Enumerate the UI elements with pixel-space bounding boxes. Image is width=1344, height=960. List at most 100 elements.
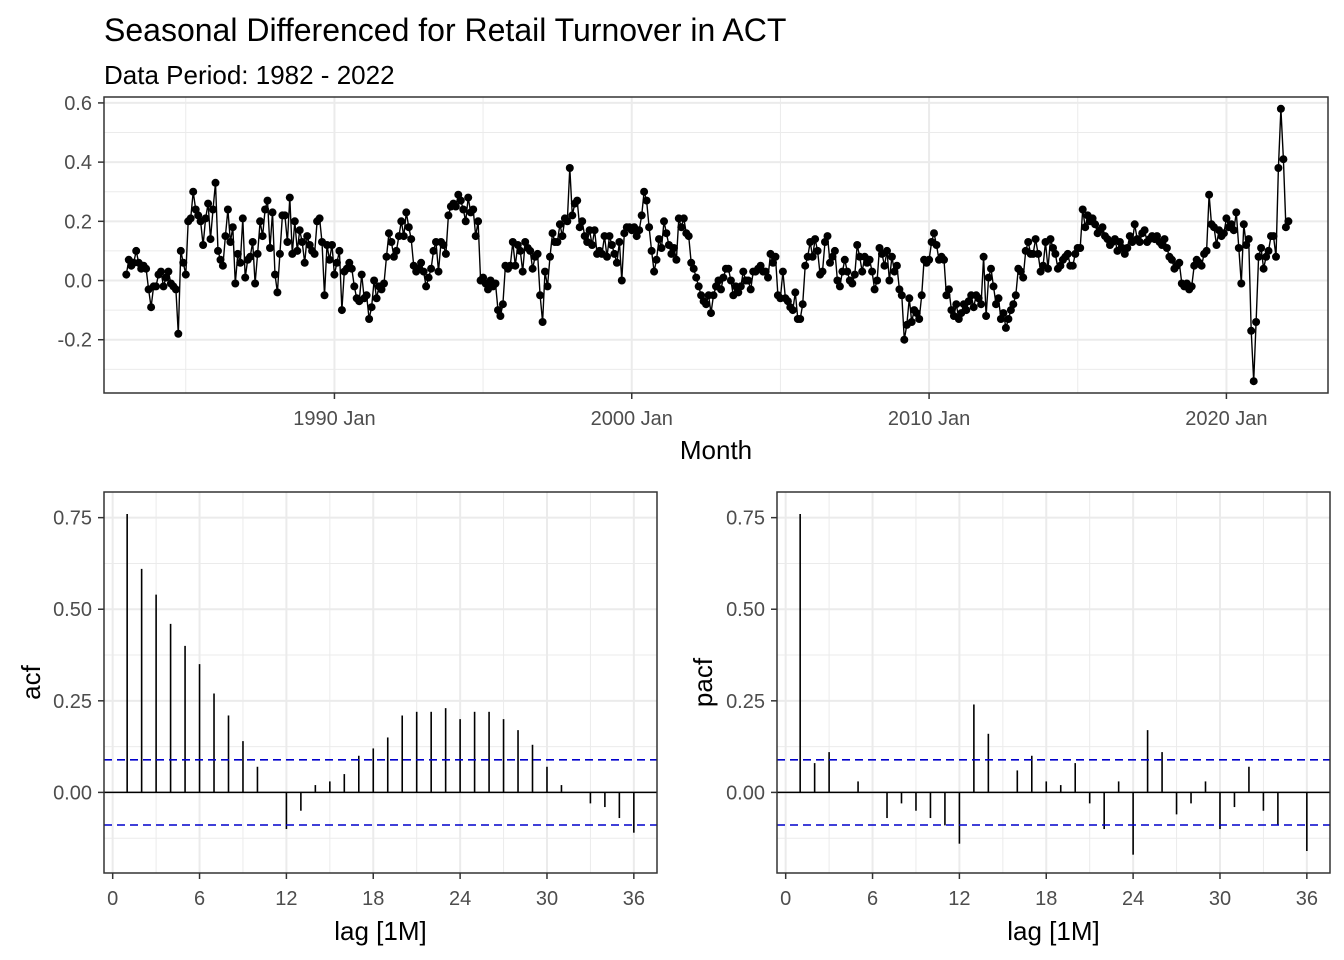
data-point (223, 205, 232, 214)
data-point (444, 211, 453, 220)
data-point (469, 205, 478, 214)
data-point (615, 238, 624, 246)
data-point (994, 294, 1003, 303)
y-tick-label: 0.75 (53, 508, 92, 530)
data-point (870, 285, 879, 294)
data-point (707, 309, 715, 318)
y-tick-label: 0.25 (53, 691, 92, 713)
data-point (1004, 315, 1013, 323)
data-point (769, 258, 777, 267)
data-point (1254, 252, 1263, 261)
data-point (1259, 264, 1268, 273)
data-point (179, 258, 188, 267)
y-tick-label: 0.4 (64, 152, 92, 174)
data-point (1269, 232, 1278, 241)
data-point (617, 276, 626, 285)
data-point (563, 217, 572, 226)
data-point (147, 303, 156, 312)
data-point (1205, 190, 1214, 199)
data-point (1044, 264, 1052, 273)
data-point (655, 235, 663, 244)
data-point (605, 232, 614, 241)
data-point (657, 244, 666, 252)
data-point (201, 214, 210, 223)
x-axis-label: Month (680, 435, 752, 465)
data-point (392, 246, 401, 255)
data-point (962, 306, 971, 315)
data-point (424, 273, 433, 282)
data-point (677, 223, 686, 232)
x-tick-label: 1990 Jan (293, 408, 375, 430)
y-tick-label: 0.00 (53, 782, 92, 804)
data-point (498, 300, 507, 309)
data-point (1219, 229, 1228, 238)
data-point (1237, 279, 1246, 288)
data-point (174, 329, 183, 338)
data-point (1284, 217, 1293, 226)
data-point (511, 261, 520, 270)
data-point (801, 261, 810, 270)
data-point (558, 232, 567, 241)
data-point (746, 285, 755, 294)
x-tick-label: 24 (449, 888, 471, 910)
data-point (1232, 208, 1241, 217)
data-point (122, 270, 131, 279)
data-point (357, 270, 366, 279)
x-tick-label: 0 (780, 888, 791, 910)
data-point (662, 229, 671, 238)
data-point (1123, 244, 1132, 252)
data-point (726, 276, 735, 285)
data-point (818, 267, 827, 276)
data-point (325, 255, 334, 264)
data-point (362, 291, 371, 300)
data-point (382, 252, 391, 261)
data-point (689, 264, 698, 273)
data-point (887, 252, 896, 261)
data-point (399, 232, 408, 241)
data-point (459, 205, 468, 214)
data-point (456, 196, 465, 205)
data-point (518, 267, 527, 276)
data-point (367, 303, 376, 312)
data-point (1247, 326, 1256, 335)
data-point (1078, 205, 1087, 214)
y-tick-label: 0.0 (64, 271, 92, 293)
data-point (932, 241, 941, 249)
data-point (642, 196, 651, 205)
data-point (1187, 282, 1196, 291)
data-point (285, 193, 294, 202)
y-tick-label: 0.75 (726, 508, 765, 530)
data-point (565, 164, 574, 172)
data-point (1257, 244, 1266, 252)
plot-area (777, 492, 1330, 873)
data-point (1167, 255, 1176, 264)
data-point (280, 211, 289, 220)
data-point (161, 273, 170, 282)
data-point (709, 291, 718, 300)
data-point (771, 252, 780, 261)
data-point (258, 232, 267, 241)
data-point (652, 255, 661, 264)
data-point (407, 235, 416, 244)
data-point (271, 270, 279, 279)
data-point (989, 282, 998, 291)
data-point (228, 223, 237, 232)
x-tick-label: 6 (867, 888, 878, 910)
data-point (892, 261, 901, 270)
y-tick-label: 0.6 (64, 93, 92, 115)
x-axis-label: lag [1M] (1007, 916, 1100, 946)
data-point (298, 238, 307, 246)
data-point (365, 315, 374, 323)
data-point (206, 235, 215, 244)
data-point (811, 235, 820, 244)
data-point (211, 178, 220, 187)
data-point (233, 249, 242, 258)
data-point (152, 282, 160, 291)
data-point (451, 202, 460, 211)
data-point (590, 226, 599, 235)
data-point (380, 279, 388, 288)
data-point (541, 267, 549, 276)
data-point (397, 217, 406, 226)
data-point (266, 244, 274, 252)
